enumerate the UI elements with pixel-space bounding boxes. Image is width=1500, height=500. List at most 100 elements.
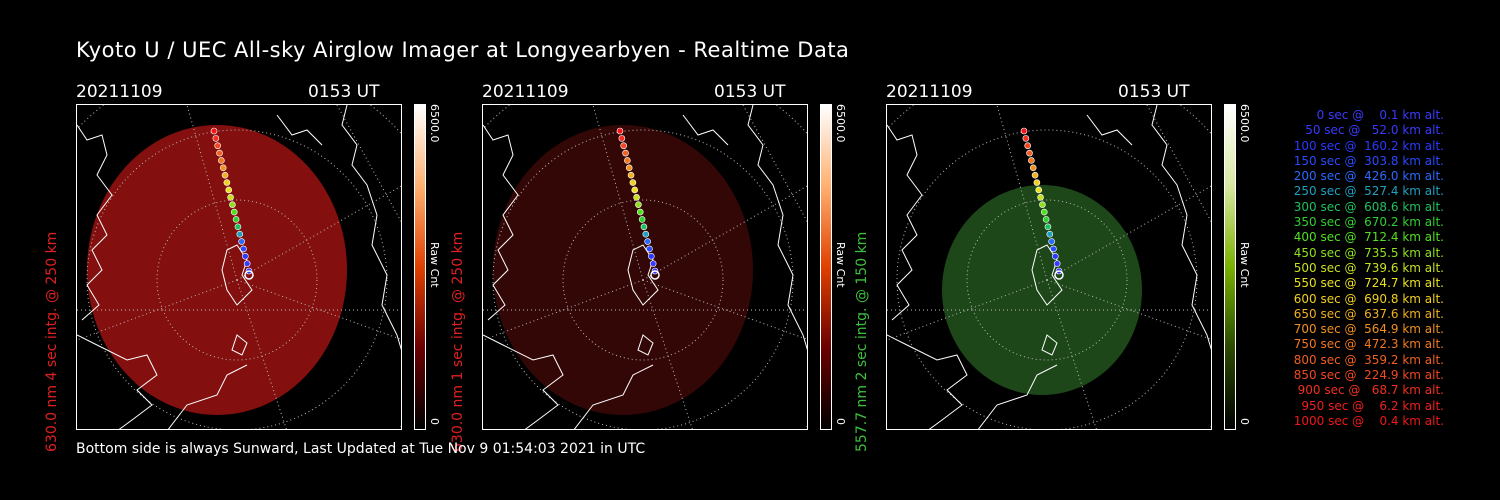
- satellite-track-point: [633, 194, 640, 201]
- satellite-track-point: [212, 135, 220, 142]
- grid-lines: [887, 105, 1211, 429]
- satellite-track-point: [223, 179, 231, 186]
- satellite-track-point: [1029, 164, 1037, 172]
- satellite-track-point: [1020, 127, 1028, 135]
- update-footer: Bottom side is always Sunward, Last Upda…: [76, 441, 646, 457]
- panel-wavelength-label: 557.7 nm 2 sec intg. @ 150 km: [854, 231, 870, 452]
- satellite-track-point: [1022, 135, 1030, 142]
- satellite-track-point: [1053, 260, 1061, 267]
- legend-entry: 500 sec @ 739.6 km alt.: [1289, 260, 1444, 275]
- legend-entry: 250 sec @ 527.4 km alt.: [1289, 184, 1444, 199]
- satellite-track-point: [214, 142, 221, 150]
- colorbar-unit: Raw Cnt: [428, 242, 441, 288]
- airglow-panel: 20211109 0153 UT 630.0 nm 4 sec intg. @ …: [44, 82, 456, 452]
- observatory-marker: [244, 270, 254, 280]
- satellite-track-point: [629, 179, 637, 186]
- satellite-track-point: [618, 135, 626, 142]
- satellite-track-point: [232, 216, 240, 223]
- satellite-track-point: [649, 260, 657, 267]
- satellite-track-point: [1024, 142, 1031, 150]
- satellite-track-point: [616, 127, 624, 135]
- satellite-track-point: [1026, 149, 1033, 157]
- satellite-track-point: [1039, 201, 1046, 208]
- colorbar-max: 6500.0: [834, 104, 847, 143]
- colorbar-min: 0: [1238, 418, 1251, 425]
- legend-entry: 100 sec @ 160.2 km alt.: [1289, 138, 1444, 153]
- satellite-track-point: [644, 238, 651, 245]
- legend-entry: 700 sec @ 564.9 km alt.: [1289, 322, 1444, 337]
- satellite-track-point: [219, 164, 227, 172]
- satellite-track-point: [221, 171, 229, 179]
- satellite-track-point: [636, 208, 644, 216]
- legend-entry: 650 sec @ 637.6 km alt.: [1289, 306, 1444, 321]
- legend-entry: 350 sec @ 670.2 km alt.: [1289, 215, 1444, 230]
- satellite-track-point: [631, 186, 639, 194]
- legend-entry: 950 sec @ 6.2 km alt.: [1297, 398, 1444, 413]
- colorbar: [1224, 104, 1236, 430]
- panel-time: 0153 UT: [714, 82, 786, 102]
- colorbar-unit: Raw Cnt: [834, 242, 847, 288]
- satellite-track-point: [627, 171, 635, 179]
- satellite-track-point: [1028, 157, 1035, 164]
- colorbar: [414, 104, 426, 430]
- legend-entry: 900 sec @ 68.7 km alt.: [1293, 383, 1444, 398]
- legend-entry: 600 sec @ 690.8 km alt.: [1289, 291, 1444, 306]
- satellite-track-point: [625, 164, 633, 172]
- page-title: Kyoto U / UEC All-sky Airglow Imager at …: [76, 38, 850, 62]
- satellite-track-point: [640, 223, 648, 231]
- colorbar-max: 6500.0: [428, 104, 441, 143]
- satellite-track-point: [638, 216, 646, 223]
- legend-entry: 1000 sec @ 0.4 km alt.: [1293, 413, 1444, 428]
- coastline: [483, 105, 807, 429]
- satellite-track-point: [243, 260, 251, 267]
- satellite-track-point: [1050, 245, 1057, 253]
- satellite-track-point: [216, 149, 223, 157]
- airglow-panel: 20211109 0153 UT 557.7 nm 2 sec intg. @ …: [854, 82, 1266, 452]
- grid-lines: [77, 105, 401, 429]
- colorbar-max: 6500.0: [1238, 104, 1251, 143]
- panel-date: 20211109: [76, 82, 163, 102]
- panel-date: 20211109: [886, 82, 973, 102]
- panel-time: 0153 UT: [1118, 82, 1190, 102]
- legend-entry: 0 sec @ 0.1 km alt.: [1305, 108, 1444, 122]
- satellite-track-point: [1035, 186, 1043, 194]
- airglow-image: [493, 125, 753, 415]
- satellite-track-point: [1052, 252, 1059, 260]
- satellite-track-point: [1031, 171, 1039, 179]
- satellite-track-point: [225, 186, 233, 194]
- satellite-track-point: [230, 208, 238, 216]
- satellite-track-point: [242, 252, 249, 260]
- satellite-track-point: [1040, 208, 1048, 216]
- satellite-track-point: [648, 252, 655, 260]
- airglow-image: [942, 185, 1142, 395]
- panel-time: 0153 UT: [308, 82, 380, 102]
- legend-entry: 400 sec @ 712.4 km alt.: [1289, 230, 1444, 245]
- satellite-track-point: [229, 201, 236, 208]
- colorbar-min: 0: [834, 418, 847, 425]
- satellite-track-point: [1033, 179, 1041, 186]
- legend-entry: 550 sec @ 724.7 km alt.: [1289, 276, 1444, 291]
- legend-entry: 200 sec @ 426.0 km alt.: [1289, 169, 1444, 184]
- colorbar-min: 0: [428, 418, 441, 425]
- satellite-track-point: [236, 230, 244, 238]
- satellite-track-point: [240, 245, 247, 253]
- allsky-map: [482, 104, 808, 430]
- satellite-track-point: [624, 157, 631, 164]
- satellite-track-point: [635, 201, 642, 208]
- colorbar: [820, 104, 832, 430]
- legend-entry: 750 sec @ 472.3 km alt.: [1289, 337, 1444, 352]
- satellite-track-point: [1042, 216, 1050, 223]
- satellite-track-point: [227, 194, 234, 201]
- grid-lines: [483, 105, 807, 429]
- satellite-track-point: [1037, 194, 1044, 201]
- allsky-map: [76, 104, 402, 430]
- legend-entry: 850 sec @ 224.9 km alt.: [1289, 368, 1444, 383]
- legend-entry: 150 sec @ 303.8 km alt.: [1289, 153, 1444, 168]
- coastline: [77, 105, 401, 429]
- time-altitude-legend: 0 sec @ 0.1 km alt. 50 sec @ 52.0 km alt…: [1262, 108, 1444, 429]
- legend-entry: 300 sec @ 608.6 km alt.: [1289, 199, 1444, 214]
- legend-entry: 800 sec @ 359.2 km alt.: [1289, 352, 1444, 367]
- satellite-track-point: [234, 223, 242, 231]
- legend-entry: 450 sec @ 735.5 km alt.: [1289, 245, 1444, 260]
- coastline: [887, 105, 1211, 429]
